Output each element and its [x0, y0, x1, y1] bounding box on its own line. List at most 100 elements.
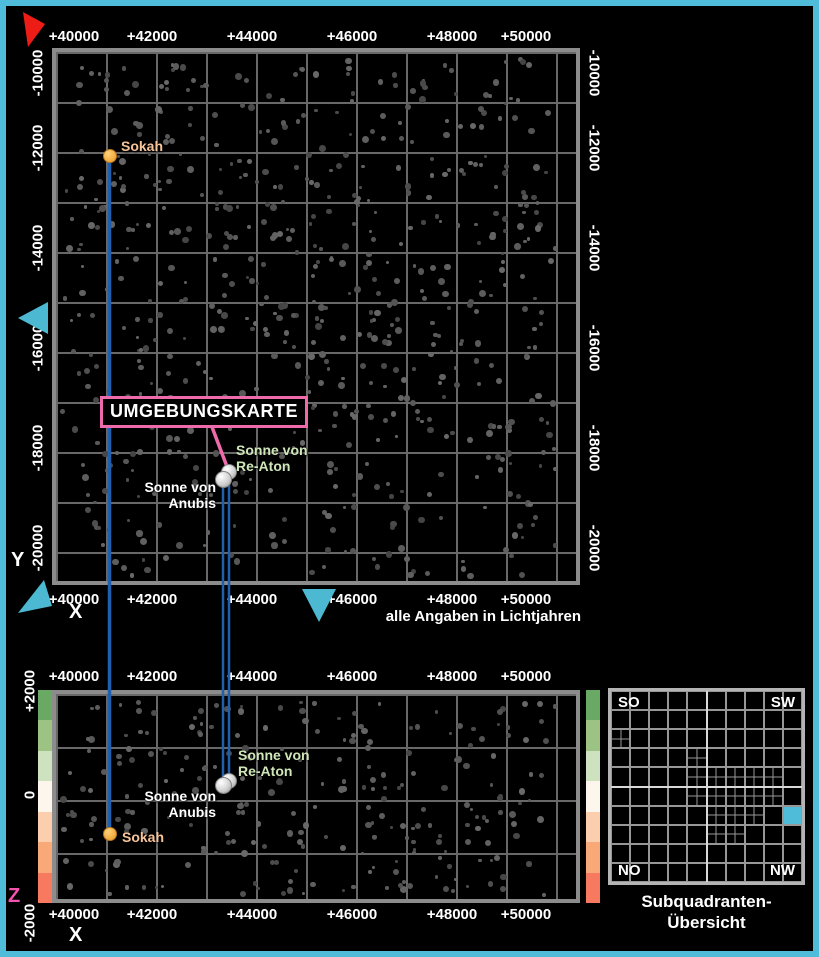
subquadrant-cell[interactable] — [763, 824, 783, 844]
subquadrant-cell[interactable] — [649, 843, 669, 863]
subquadrant-cell[interactable] — [782, 710, 802, 730]
subquadrant-cell[interactable] — [763, 862, 783, 882]
subquadrant-cell[interactable] — [668, 862, 688, 882]
subquadrant-cell[interactable] — [611, 805, 631, 825]
subquadrant-cell-highlighted[interactable] — [782, 805, 802, 825]
subquadrant-cell[interactable] — [706, 824, 726, 844]
subquadrant-cell[interactable] — [687, 786, 707, 806]
subquadrant-cell[interactable] — [687, 729, 707, 749]
subquadrant-cell[interactable] — [649, 729, 669, 749]
subquadrant-cell[interactable] — [706, 805, 726, 825]
subquadrant-cell[interactable] — [744, 767, 764, 787]
subquadrant-cell[interactable] — [668, 767, 688, 787]
subquadrant-cell[interactable] — [649, 748, 669, 768]
subquadrant-cell[interactable] — [611, 862, 631, 882]
subquadrant-cell[interactable] — [744, 862, 764, 882]
subquadrant-cell[interactable] — [763, 748, 783, 768]
subquadrant-cell[interactable] — [630, 824, 650, 844]
subquadrant-cell[interactable] — [725, 748, 745, 768]
subquadrant-cell[interactable] — [763, 729, 783, 749]
subquadrant-cell[interactable] — [706, 691, 726, 711]
subquadrant-cell[interactable] — [706, 843, 726, 863]
subquadrant-cell[interactable] — [725, 843, 745, 863]
subquadrant-cell[interactable] — [763, 786, 783, 806]
subquadrant-cell[interactable] — [687, 748, 707, 768]
subquadrant-cell[interactable] — [782, 748, 802, 768]
subquadrant-cell[interactable] — [744, 824, 764, 844]
subquadrant-cell[interactable] — [649, 767, 669, 787]
subquadrant-cell[interactable] — [611, 824, 631, 844]
subquadrant-cell[interactable] — [782, 729, 802, 749]
subquadrant-cell[interactable] — [611, 691, 631, 711]
subquadrant-cell[interactable] — [687, 710, 707, 730]
subquadrant-cell[interactable] — [668, 691, 688, 711]
subquadrant-cell[interactable] — [630, 729, 650, 749]
subquadrant-cell[interactable] — [725, 729, 745, 749]
subquadrant-cell[interactable] — [649, 805, 669, 825]
sonne-von-anubis-dot-main[interactable] — [214, 470, 232, 488]
subquadrant-cell[interactable] — [668, 748, 688, 768]
subquadrant-cell[interactable] — [630, 691, 650, 711]
subquadrant-cell[interactable] — [687, 691, 707, 711]
subquadrant-cell[interactable] — [782, 862, 802, 882]
subquadrant-cell[interactable] — [687, 862, 707, 882]
subquadrant-cell[interactable] — [782, 786, 802, 806]
subquadrant-cell[interactable] — [611, 710, 631, 730]
subquadrant-cell[interactable] — [725, 862, 745, 882]
sokah-dot-main[interactable] — [102, 148, 117, 163]
subquadrant-cell[interactable] — [630, 843, 650, 863]
subquadrant-cell[interactable] — [744, 691, 764, 711]
subquadrant-cell[interactable] — [725, 691, 745, 711]
subquadrant-cell[interactable] — [725, 805, 745, 825]
subquadrant-cell[interactable] — [782, 824, 802, 844]
subquadrant-cell[interactable] — [687, 767, 707, 787]
subquadrant-cell[interactable] — [744, 805, 764, 825]
subquadrant-cell[interactable] — [763, 710, 783, 730]
subquadrant-cell[interactable] — [649, 824, 669, 844]
subquadrant-cell[interactable] — [611, 843, 631, 863]
subquadrant-cell[interactable] — [611, 748, 631, 768]
subquadrant-cell[interactable] — [706, 748, 726, 768]
subquadrant-cell[interactable] — [706, 710, 726, 730]
subquadrant-cell[interactable] — [668, 710, 688, 730]
subquadrant-cell[interactable] — [630, 805, 650, 825]
subquadrant-cell[interactable] — [630, 748, 650, 768]
subquadrant-cell[interactable] — [706, 729, 726, 749]
subquadrant-cell[interactable] — [782, 843, 802, 863]
subquadrant-cell[interactable] — [668, 805, 688, 825]
subquadrant-cell[interactable] — [687, 805, 707, 825]
subquadrant-cell[interactable] — [630, 786, 650, 806]
subquadrant-cell[interactable] — [706, 862, 726, 882]
subquadrant-cell[interactable] — [668, 729, 688, 749]
sonne-von-anubis-dot-elevation[interactable] — [214, 777, 232, 795]
subquadrant-cell[interactable] — [706, 786, 726, 806]
subquadrant-cell[interactable] — [763, 843, 783, 863]
subquadrant-cell[interactable] — [782, 691, 802, 711]
subquadrant-cell[interactable] — [687, 843, 707, 863]
subquadrant-cell[interactable] — [649, 786, 669, 806]
main-map-plot[interactable] — [52, 48, 580, 585]
subquadrant-cell[interactable] — [649, 862, 669, 882]
subquadrant-cell[interactable] — [782, 767, 802, 787]
subquadrant-cell[interactable] — [630, 710, 650, 730]
subquadrant-cell[interactable] — [649, 710, 669, 730]
subquadrant-cell[interactable] — [725, 786, 745, 806]
subquadrant-cell[interactable] — [611, 729, 631, 749]
subquadrant-cell[interactable] — [668, 786, 688, 806]
subquadrant-cell[interactable] — [725, 824, 745, 844]
subquadrant-cell[interactable] — [630, 862, 650, 882]
subquadrant-cell[interactable] — [763, 691, 783, 711]
subquadrant-cell[interactable] — [725, 767, 745, 787]
subquadrant-cell[interactable] — [611, 786, 631, 806]
subquadrant-cell[interactable] — [744, 729, 764, 749]
subquadrant-cell[interactable] — [744, 843, 764, 863]
subquadrant-cell[interactable] — [763, 767, 783, 787]
subquadrant-cell[interactable] — [649, 691, 669, 711]
subquadrant-cell[interactable] — [687, 824, 707, 844]
subquadrant-cell[interactable] — [763, 805, 783, 825]
subquadrant-cell[interactable] — [611, 767, 631, 787]
subquadrant-cell[interactable] — [725, 710, 745, 730]
sokah-dot-elevation[interactable] — [102, 826, 117, 841]
elevation-map-plot[interactable] — [52, 690, 580, 903]
subquadrant-cell[interactable] — [744, 786, 764, 806]
